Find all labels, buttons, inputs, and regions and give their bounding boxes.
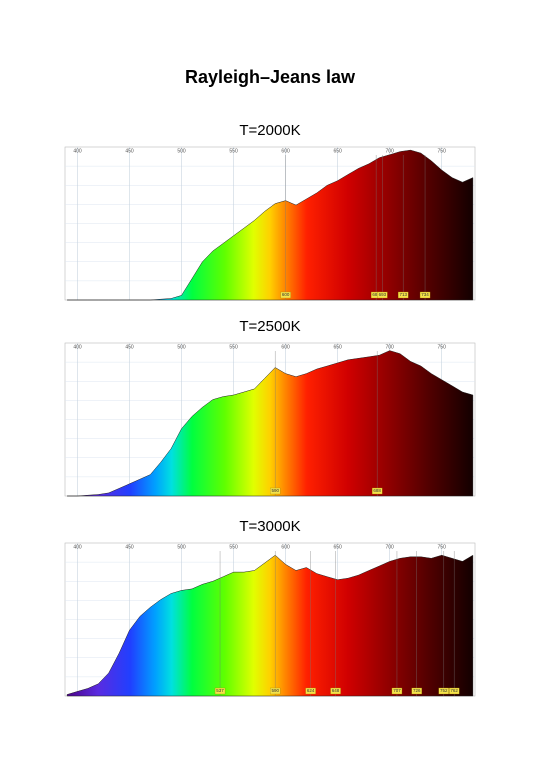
x-tick-label: 700	[385, 544, 394, 550]
marker-box	[411, 687, 422, 695]
x-tick-label: 550	[229, 344, 238, 350]
x-tick-label: 500	[177, 544, 186, 550]
x-tick-label: 650	[333, 544, 342, 550]
marker-box	[372, 487, 383, 495]
marker-label: 734	[421, 292, 429, 297]
marker-box	[280, 291, 291, 299]
marker-label: 688	[373, 488, 381, 493]
x-tick-label: 600	[281, 344, 290, 350]
chart-title: T=2500K	[239, 318, 300, 335]
marker-label: 537	[216, 688, 224, 693]
marker-label: 600	[282, 292, 290, 297]
marker-label: 648	[332, 688, 340, 693]
marker-box	[398, 291, 409, 299]
marker-label: 713	[399, 292, 407, 297]
x-tick-label: 600	[281, 148, 290, 154]
x-tick-label: 550	[229, 544, 238, 550]
x-tick-label: 750	[438, 544, 447, 550]
marker-label: 726	[413, 688, 421, 693]
marker-box	[449, 687, 460, 695]
x-tick-label: 750	[438, 344, 447, 350]
marker-box	[305, 687, 316, 695]
spectrum-area	[67, 149, 474, 301]
x-tick-label: 450	[125, 544, 134, 550]
marker-label: 762	[450, 688, 458, 693]
x-tick-label: 400	[73, 344, 82, 350]
x-tick-label: 400	[73, 544, 82, 550]
x-tick-label: 450	[125, 344, 134, 350]
x-tick-label: 600	[281, 544, 290, 550]
spectrum-area	[67, 350, 474, 497]
marker-box	[270, 687, 281, 695]
marker-label: 590	[271, 688, 279, 693]
page-title: Rayleigh–Jeans law	[185, 67, 356, 87]
x-tick-label: 750	[438, 148, 447, 154]
marker-box	[438, 687, 449, 695]
marker-box	[419, 291, 431, 299]
chart-title: T=2000K	[239, 122, 300, 139]
x-tick-label: 700	[385, 344, 394, 350]
marker-box	[330, 687, 341, 695]
marker-box	[377, 291, 388, 299]
marker-label: 590	[271, 488, 279, 493]
chart-title: T=3000K	[239, 518, 300, 535]
x-tick-label: 550	[229, 148, 238, 154]
marker-box	[214, 687, 226, 695]
marker-box	[391, 687, 403, 695]
marker-label: 693	[379, 292, 387, 297]
x-tick-label: 400	[73, 148, 82, 154]
marker-label: 707	[393, 688, 401, 693]
x-tick-label: 450	[125, 148, 134, 154]
marker-label: 687	[372, 292, 380, 297]
x-tick-label: 650	[333, 148, 342, 154]
x-tick-label: 650	[333, 344, 342, 350]
x-tick-label: 700	[385, 148, 394, 154]
x-tick-label: 500	[177, 148, 186, 154]
marker-label: 624	[307, 688, 315, 693]
x-tick-label: 500	[177, 344, 186, 350]
spectrum-area	[66, 554, 474, 697]
marker-box	[270, 487, 281, 495]
marker-label: 752	[440, 688, 448, 693]
